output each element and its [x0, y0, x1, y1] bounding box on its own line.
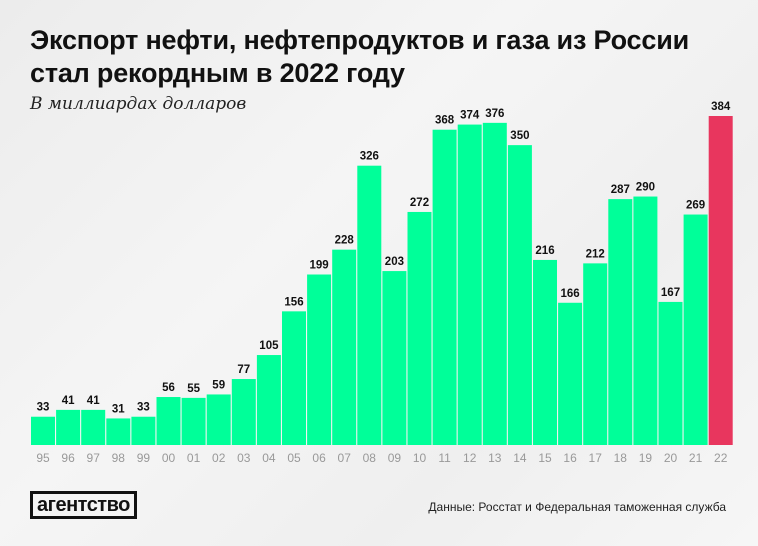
source-note: Данные: Росстат и Федеральная таможенная…: [428, 500, 726, 514]
x-tick-22: 22: [714, 451, 728, 465]
data-label-14: 350: [510, 130, 529, 142]
bar-00: [156, 397, 181, 445]
bar-21: [683, 214, 708, 445]
data-label-01: 55: [187, 383, 200, 395]
bar-15: [533, 259, 557, 445]
x-tick-95: 95: [36, 451, 50, 465]
x-tick-01: 01: [187, 451, 201, 465]
bar-10: [407, 211, 432, 445]
x-tick-21: 21: [689, 451, 703, 465]
x-tick-15: 15: [538, 451, 552, 465]
data-label-15: 216: [535, 245, 554, 257]
data-label-97: 41: [87, 395, 100, 407]
data-label-17: 212: [586, 248, 605, 260]
data-label-07: 228: [335, 235, 355, 247]
bar-22: [708, 116, 733, 445]
data-label-10: 272: [410, 197, 429, 209]
bar-13: [482, 122, 507, 446]
bar-16: [558, 302, 583, 445]
x-tick-05: 05: [287, 451, 301, 465]
title-line-2: стал рекордным в 2022 году: [30, 58, 405, 88]
x-tick-07: 07: [338, 451, 352, 465]
x-tick-10: 10: [413, 451, 427, 465]
data-label-05: 156: [284, 296, 303, 308]
x-tick-19: 19: [639, 451, 653, 465]
data-label-08: 326: [360, 151, 379, 163]
bar-14: [507, 145, 532, 446]
bar-17: [583, 263, 608, 445]
data-label-04: 105: [259, 340, 279, 352]
data-label-99: 33: [137, 402, 150, 414]
x-tick-12: 12: [463, 451, 477, 465]
bar-04: [256, 355, 281, 445]
bar-11: [432, 129, 457, 446]
x-tick-06: 06: [312, 451, 326, 465]
data-label-96: 41: [62, 395, 75, 407]
data-label-20: 167: [661, 287, 680, 299]
data-label-12: 374: [460, 110, 480, 122]
data-label-13: 376: [485, 108, 504, 120]
bar-08: [357, 165, 382, 446]
data-label-95: 33: [37, 402, 50, 414]
x-tick-97: 97: [87, 451, 101, 465]
bar-06: [307, 274, 332, 445]
bar-05: [282, 311, 306, 445]
x-tick-03: 03: [237, 451, 251, 465]
bar-03: [231, 379, 256, 445]
bar-02: [206, 394, 231, 445]
chart-subtitle: В миллиардах долларов: [30, 94, 247, 114]
x-tick-02: 02: [212, 451, 226, 465]
data-label-18: 287: [611, 184, 630, 196]
bar-01: [181, 397, 206, 445]
data-label-98: 31: [112, 403, 125, 415]
x-tick-18: 18: [614, 451, 628, 465]
bar-95: [31, 416, 55, 445]
data-label-21: 269: [686, 200, 705, 212]
title-line-1: Экспорт нефти, нефтепродуктов и газа из …: [30, 25, 689, 55]
x-tick-00: 00: [162, 451, 176, 465]
bar-98: [106, 418, 131, 445]
bar-18: [608, 199, 633, 445]
data-label-16: 166: [561, 288, 580, 300]
x-tick-98: 98: [112, 451, 126, 465]
bar-99: [131, 416, 156, 445]
x-tick-17: 17: [589, 451, 603, 465]
data-label-11: 368: [435, 115, 455, 127]
data-label-22: 384: [711, 101, 731, 113]
x-tick-20: 20: [664, 451, 678, 465]
x-tick-14: 14: [513, 451, 527, 465]
x-tick-11: 11: [438, 451, 451, 465]
data-label-09: 203: [385, 256, 404, 268]
chart-title: Экспорт нефти, нефтепродуктов и газа из …: [30, 24, 689, 90]
data-label-19: 290: [636, 182, 655, 194]
bar-12: [457, 124, 482, 445]
bar-96: [56, 409, 81, 445]
x-tick-08: 08: [363, 451, 377, 465]
x-tick-16: 16: [563, 451, 577, 465]
data-label-00: 56: [162, 382, 175, 394]
data-label-06: 199: [310, 260, 329, 272]
data-label-02: 59: [212, 379, 225, 391]
x-tick-99: 99: [137, 451, 151, 465]
bar-20: [658, 301, 683, 445]
bar-07: [332, 249, 357, 445]
x-tick-04: 04: [262, 451, 276, 465]
x-tick-13: 13: [488, 451, 502, 465]
bar-19: [633, 196, 658, 445]
x-tick-96: 96: [61, 451, 75, 465]
bar-09: [382, 271, 407, 445]
x-tick-09: 09: [388, 451, 402, 465]
data-label-03: 77: [237, 364, 250, 376]
bar-97: [81, 409, 106, 445]
logo: агентство: [30, 491, 137, 519]
